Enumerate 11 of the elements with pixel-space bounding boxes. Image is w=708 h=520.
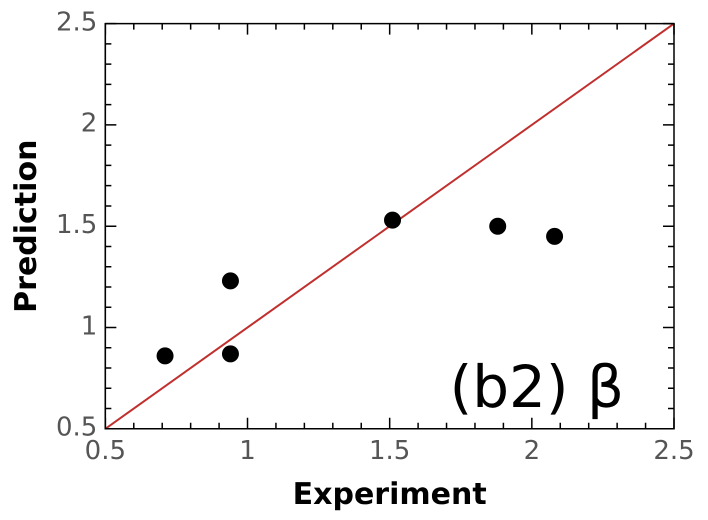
y-tick-label: 1 (80, 311, 98, 342)
y-tick-label: 2.5 (56, 7, 98, 38)
x-tick-label: 1.5 (368, 436, 410, 466)
y-axis-title: Prediction (8, 140, 44, 313)
x-tick-label: 2.5 (653, 436, 695, 466)
y-tick-label: 1.5 (56, 210, 98, 240)
annotation: (b2) β (450, 352, 624, 421)
y-tick-label: 2 (80, 108, 98, 139)
x-axis-title: Experiment (292, 476, 487, 512)
x-tick-label: 2 (524, 436, 540, 466)
x-tick-label: 1 (239, 436, 256, 466)
